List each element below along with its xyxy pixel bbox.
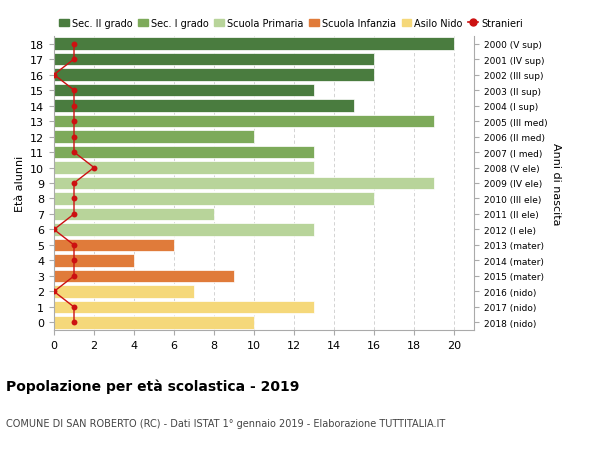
Bar (54, 69, 374, 82)
Bar (54, 208, 214, 221)
Bar (54, 54, 374, 66)
Bar (54, 38, 454, 50)
Bar (54, 193, 374, 205)
Text: Popolazione per età scolastica - 2019: Popolazione per età scolastica - 2019 (6, 379, 299, 393)
Bar (54, 224, 314, 236)
Bar (54, 100, 354, 112)
Y-axis label: Anni di nascita: Anni di nascita (551, 142, 561, 225)
Point (69, 196, 79, 203)
Bar (54, 255, 134, 267)
Bar (54, 285, 194, 298)
Bar (54, 178, 434, 190)
Point (69, 242, 79, 249)
Point (69, 134, 79, 141)
Bar (54, 84, 314, 97)
Bar (54, 301, 314, 313)
Bar (54, 239, 174, 252)
Point (69, 319, 79, 326)
Point (69, 87, 79, 95)
Bar (54, 131, 254, 143)
Point (69, 41, 79, 48)
Bar (54, 162, 314, 174)
Point (69, 211, 79, 218)
Bar (54, 317, 254, 329)
Bar (54, 270, 234, 283)
Point (69, 149, 79, 157)
Point (69, 257, 79, 264)
Point (49, 288, 59, 296)
Point (49, 72, 59, 79)
Point (69, 103, 79, 110)
Point (69, 273, 79, 280)
Legend: Sec. II grado, Sec. I grado, Scuola Primaria, Scuola Infanzia, Asilo Nido, Stran: Sec. II grado, Sec. I grado, Scuola Prim… (59, 19, 523, 29)
Y-axis label: Età alunni: Età alunni (14, 156, 25, 212)
Point (69, 56, 79, 64)
Point (49, 226, 59, 234)
Text: COMUNE DI SAN ROBERTO (RC) - Dati ISTAT 1° gennaio 2019 - Elaborazione TUTTITALI: COMUNE DI SAN ROBERTO (RC) - Dati ISTAT … (6, 418, 445, 428)
Point (69, 303, 79, 311)
Point (89, 164, 99, 172)
Bar (54, 116, 434, 128)
Point (69, 180, 79, 187)
Bar (54, 146, 314, 159)
Point (69, 118, 79, 125)
